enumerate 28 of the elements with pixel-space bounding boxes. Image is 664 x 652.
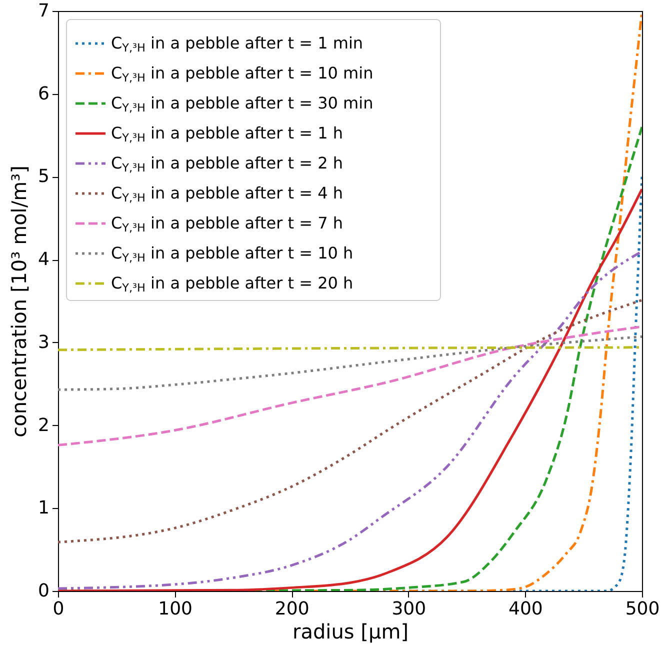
x-tick-label: 100 [158, 598, 192, 620]
line-series [58, 335, 642, 391]
legend-label: C$_{Y,³H}$ in a pebble after t = 4 h [111, 184, 343, 204]
legend-label: C$_{Y,³H}$ in a pebble after t = 2 h [111, 154, 343, 174]
y-tick-label: 5 [38, 166, 50, 188]
x-tick-label: 0 [52, 598, 64, 620]
legend-label: C$_{Y,³H}$ in a pebble after t = 20 h [111, 274, 354, 294]
y-tick-label: 3 [38, 332, 50, 353]
legend-label: C$_{Y,³H}$ in a pebble after t = 1 h [111, 124, 343, 144]
y-tick-label: 4 [38, 249, 50, 270]
line-series [58, 298, 642, 544]
legend-label: C$_{Y,³H}$ in a pebble after t = 10 h [111, 244, 354, 264]
legend-label: C$_{Y,³H}$ in a pebble after t = 1 min [111, 34, 364, 54]
legend-label: C$_{Y,³H}$ in a pebble after t = 30 min [111, 94, 374, 114]
legend-label: C$_{Y,³H}$ in a pebble after t = 10 min [111, 64, 374, 84]
y-tick-label: 7 [38, 0, 50, 22]
y-tick-label: 2 [38, 414, 50, 436]
y-tick-label: 1 [38, 498, 50, 519]
x-tick-label: 400 [508, 598, 543, 620]
y-tick-label: 6 [38, 83, 50, 104]
x-axis-title: radius [μm] [292, 620, 408, 644]
y-axis-title: concentration [10³ mol/m³] [7, 166, 32, 438]
x-tick-label: 300 [392, 598, 426, 620]
line-series [58, 325, 642, 446]
x-tick-label: 500 [625, 598, 660, 620]
legend-label: C$_{Y,³H}$ in a pebble after t = 7 h [111, 214, 343, 234]
y-tick-label: 0 [38, 580, 50, 602]
x-tick-label: 200 [274, 598, 310, 620]
